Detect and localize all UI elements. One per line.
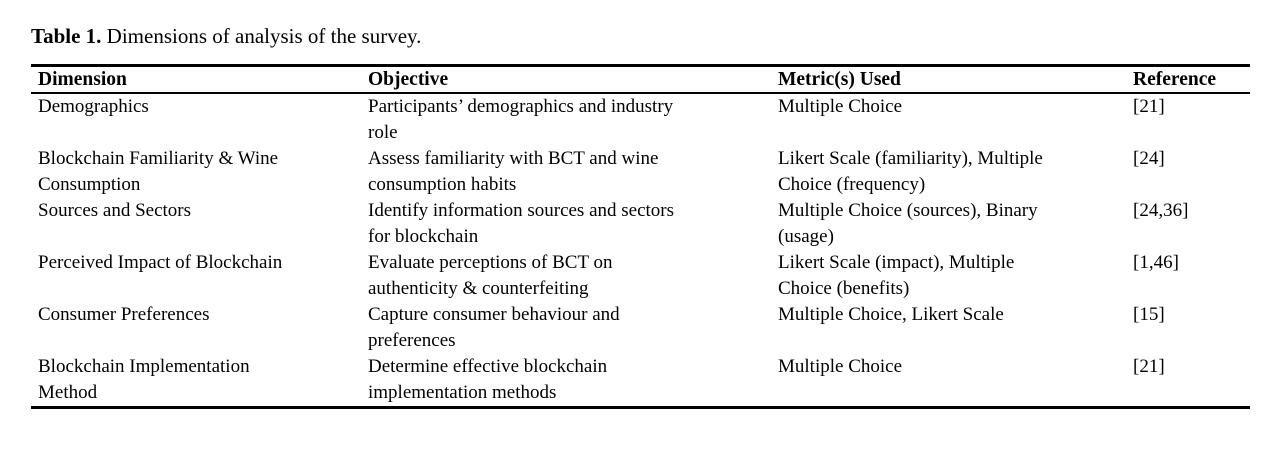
cell-reference: [1,46] — [1133, 252, 1179, 273]
cell-dimension: Consumer Preferences — [38, 304, 210, 325]
cell-metric: Likert Scale (familiarity), Multiple Cho… — [778, 148, 1043, 195]
table-caption-label: Table 1. — [31, 24, 102, 48]
cell-metric: Multiple Choice, Likert Scale — [778, 304, 1004, 325]
table-caption: Table 1. Dimensions of analysis of the s… — [31, 24, 1282, 48]
table-caption-text: Dimensions of analysis of the survey. — [106, 24, 422, 48]
cell-dimension: Perceived Impact of Blockchain — [38, 252, 283, 273]
table-row: Demographics Participants’ demographics … — [31, 93, 1250, 146]
cell-reference: [24] — [1133, 148, 1165, 169]
table-row: Consumer Preferences Capture consumer be… — [31, 302, 1250, 354]
cell-dimension: Sources and Sectors — [38, 200, 192, 221]
cell-dimension: Demographics — [38, 96, 149, 117]
column-header-dimension: Dimension — [31, 65, 368, 94]
cell-metric: Likert Scale (impact), Multiple Choice (… — [778, 252, 1015, 299]
column-header-reference: Reference — [1133, 65, 1250, 94]
table-row: Blockchain Implementation Method Determi… — [31, 354, 1250, 408]
column-header-objective: Objective — [368, 65, 778, 94]
cell-metric: Multiple Choice — [778, 356, 903, 377]
cell-objective: Participants’ demographics and industry … — [368, 96, 674, 143]
cell-reference: [15] — [1133, 304, 1165, 325]
cell-reference: [21] — [1133, 96, 1165, 117]
cell-dimension: Blockchain Familiarity & Wine Consumptio… — [38, 148, 279, 195]
cell-reference: [24,36] — [1133, 200, 1189, 221]
cell-metric: Multiple Choice (sources), Binary (usage… — [778, 200, 1038, 247]
table-row: Blockchain Familiarity & Wine Consumptio… — [31, 146, 1250, 198]
cell-reference: [21] — [1133, 356, 1165, 377]
cell-objective: Determine effective blockchain implement… — [368, 356, 608, 403]
column-header-metrics-used: Metric(s) Used — [778, 65, 1133, 94]
cell-objective: Identify information sources and sectors… — [368, 200, 675, 247]
cell-objective: Assess familiarity with BCT and wine con… — [368, 148, 659, 195]
cell-dimension: Blockchain Implementation Method — [38, 356, 250, 403]
survey-dimensions-table: Dimension Objective Metric(s) Used Refer… — [31, 64, 1250, 409]
document-page: Table 1. Dimensions of analysis of the s… — [31, 24, 1282, 409]
table-header-row: Dimension Objective Metric(s) Used Refer… — [31, 65, 1250, 94]
table-row: Sources and Sectors Identify information… — [31, 198, 1250, 250]
cell-objective: Evaluate perceptions of BCT on authentic… — [368, 252, 613, 299]
cell-objective: Capture consumer behaviour and preferenc… — [368, 304, 620, 351]
cell-metric: Multiple Choice — [778, 96, 903, 117]
table-row: Perceived Impact of Blockchain Evaluate … — [31, 250, 1250, 302]
